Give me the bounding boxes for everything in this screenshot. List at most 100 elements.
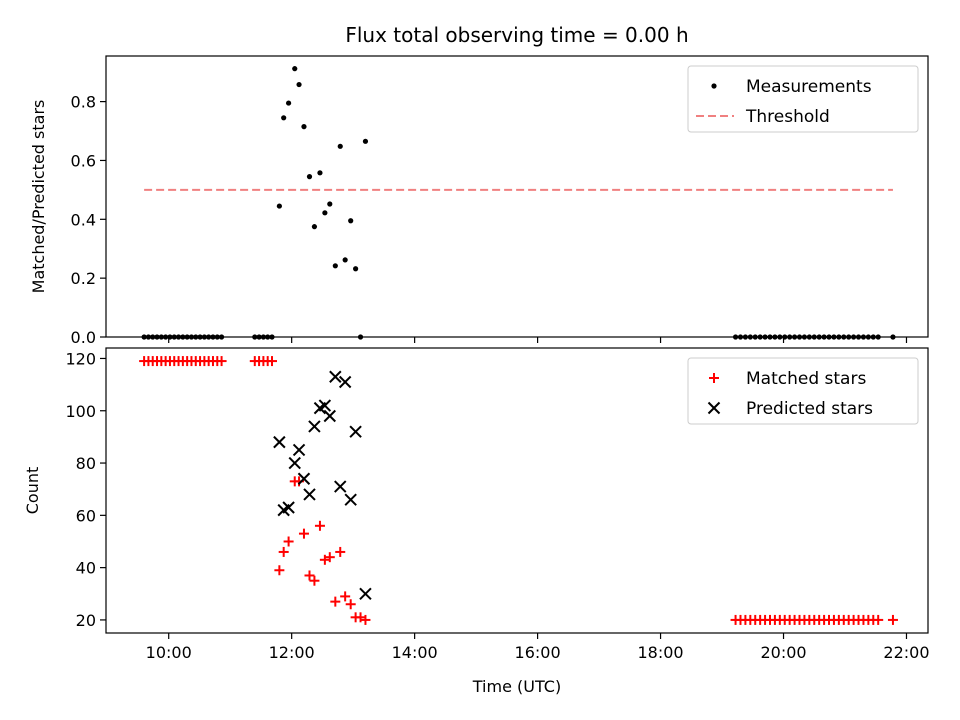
- ratio-legend: Measurements Threshold: [687, 65, 919, 133]
- predicted-star-point: [292, 443, 306, 457]
- x-b: [349, 425, 362, 438]
- ratio-y-tick-label: 0.0: [71, 328, 96, 347]
- matched-star-point: [314, 520, 325, 531]
- predicted-star-point: [344, 493, 357, 506]
- measurement-point: [353, 266, 359, 272]
- count-y-axis-label: Count: [23, 467, 42, 515]
- predicted-star-point: [329, 370, 342, 383]
- measurement-point: [362, 138, 369, 144]
- predicted-star-point: [273, 435, 286, 449]
- measurement-point: [332, 263, 338, 269]
- count-y-tick-label: 40: [76, 559, 96, 578]
- x-b: [344, 493, 357, 506]
- matched-star-point: [873, 614, 884, 625]
- x-b: [303, 488, 316, 501]
- x-b: [334, 480, 347, 493]
- matched-star-point: [298, 528, 309, 539]
- count-y-tick-label: 60: [76, 506, 96, 525]
- series-matched-stars: [139, 356, 898, 625]
- count-legend-swatch: [707, 401, 721, 415]
- measurement-point: [301, 124, 307, 130]
- chart-title: Flux total observing time = 0.00 h: [345, 23, 688, 47]
- predicted-star-point: [334, 480, 347, 493]
- predicted-star-point: [349, 425, 362, 438]
- ratio-y-tick-label: 0.2: [71, 269, 96, 288]
- x-b: [338, 375, 352, 389]
- matched-star-point: [360, 614, 371, 625]
- measurement-point: [281, 115, 287, 121]
- matched-star-point: [274, 565, 285, 576]
- matched-star-point: [340, 591, 351, 602]
- count-frame: [105, 347, 929, 634]
- ratio-frame: [105, 55, 929, 338]
- x-b: [323, 409, 336, 423]
- count-panel: Time (UTC) Count 10:00 12:00 14:00 16:00 18:…: [23, 347, 930, 696]
- predicted-star-point: [338, 375, 352, 389]
- count-legend-label: Matched stars: [746, 369, 866, 389]
- ratio-legend-label: Measurements: [746, 77, 872, 97]
- matched-star-point: [309, 575, 320, 586]
- measurement-point: [296, 81, 302, 88]
- x-b: [308, 420, 321, 433]
- measurement-point: [322, 210, 328, 216]
- matched-star-point: [216, 356, 227, 367]
- ratio-y-tick-label: 0.4: [71, 210, 96, 229]
- ratio-y-tick-label: 0.8: [71, 93, 96, 112]
- predicted-star-point: [303, 488, 316, 501]
- matched-star-point: [278, 546, 289, 557]
- matched-star-point: [283, 536, 294, 547]
- count-legend: Matched stars Predicted stars: [687, 357, 919, 425]
- ratio-panel: Flux total observing time = 0.00 h Match…: [29, 23, 929, 347]
- count-x-tick-label: 20:00: [760, 643, 806, 662]
- matched-star-point: [330, 596, 341, 607]
- predicted-star-point: [318, 399, 332, 412]
- count-x-tick-label: 16:00: [515, 643, 561, 662]
- predicted-star-point: [288, 456, 301, 470]
- ratio-y-axis-label: Matched/Predicted stars: [29, 100, 48, 294]
- count-legend-box: [687, 357, 919, 425]
- count-axes: 10:00 12:00 14:00 16:00 18:00 20:00 22:00 20 40 6…: [65, 347, 930, 662]
- measurement-point: [342, 257, 348, 263]
- measurement-point: [348, 218, 354, 224]
- count-x-tick-label: 18:00: [638, 643, 684, 662]
- matched-star-point: [266, 356, 277, 367]
- x-b: [282, 501, 295, 514]
- matched-star-point: [335, 546, 346, 557]
- x-b: [318, 399, 332, 412]
- predicted-star-point: [323, 409, 336, 423]
- x-b: [292, 443, 306, 457]
- count-x-tick-label: 12:00: [269, 643, 315, 662]
- predicted-star-point: [297, 472, 311, 485]
- count-y-tick-label: 80: [76, 454, 96, 473]
- series-predicted-stars: [273, 370, 372, 600]
- measurement-point: [337, 143, 343, 149]
- predicted-star-point: [359, 587, 372, 600]
- matched-star-point: [304, 570, 315, 581]
- ratio-legend-label: Threshold: [745, 107, 830, 127]
- x-b: [297, 472, 311, 485]
- measurement-point: [285, 100, 292, 106]
- count-y-tick-label: 100: [65, 402, 96, 421]
- measurement-point: [306, 174, 313, 180]
- measurement-point: [292, 66, 298, 72]
- x-b: [273, 435, 286, 449]
- matched-star-point: [324, 552, 335, 563]
- count-x-tick-label: 22:00: [883, 643, 929, 662]
- measurement-point: [276, 203, 282, 209]
- predicted-star-point: [282, 501, 295, 514]
- time-x-axis-label: Time (UTC): [472, 677, 561, 696]
- x-b: [329, 370, 342, 383]
- count-legend-label: Predicted stars: [746, 399, 873, 419]
- x-b: [359, 587, 372, 600]
- x-b: [707, 401, 721, 415]
- count-y-tick-label: 20: [76, 611, 96, 630]
- ratio-legend-swatch: [711, 83, 717, 89]
- count-plot-area: [139, 356, 898, 625]
- count-y-tick-label: 120: [65, 349, 96, 368]
- ratio-plot-area: [141, 66, 896, 340]
- count-x-tick-label: 14:00: [392, 643, 438, 662]
- x-b: [288, 456, 301, 470]
- count-legend-swatch: [709, 373, 719, 383]
- measurement-point: [311, 224, 318, 230]
